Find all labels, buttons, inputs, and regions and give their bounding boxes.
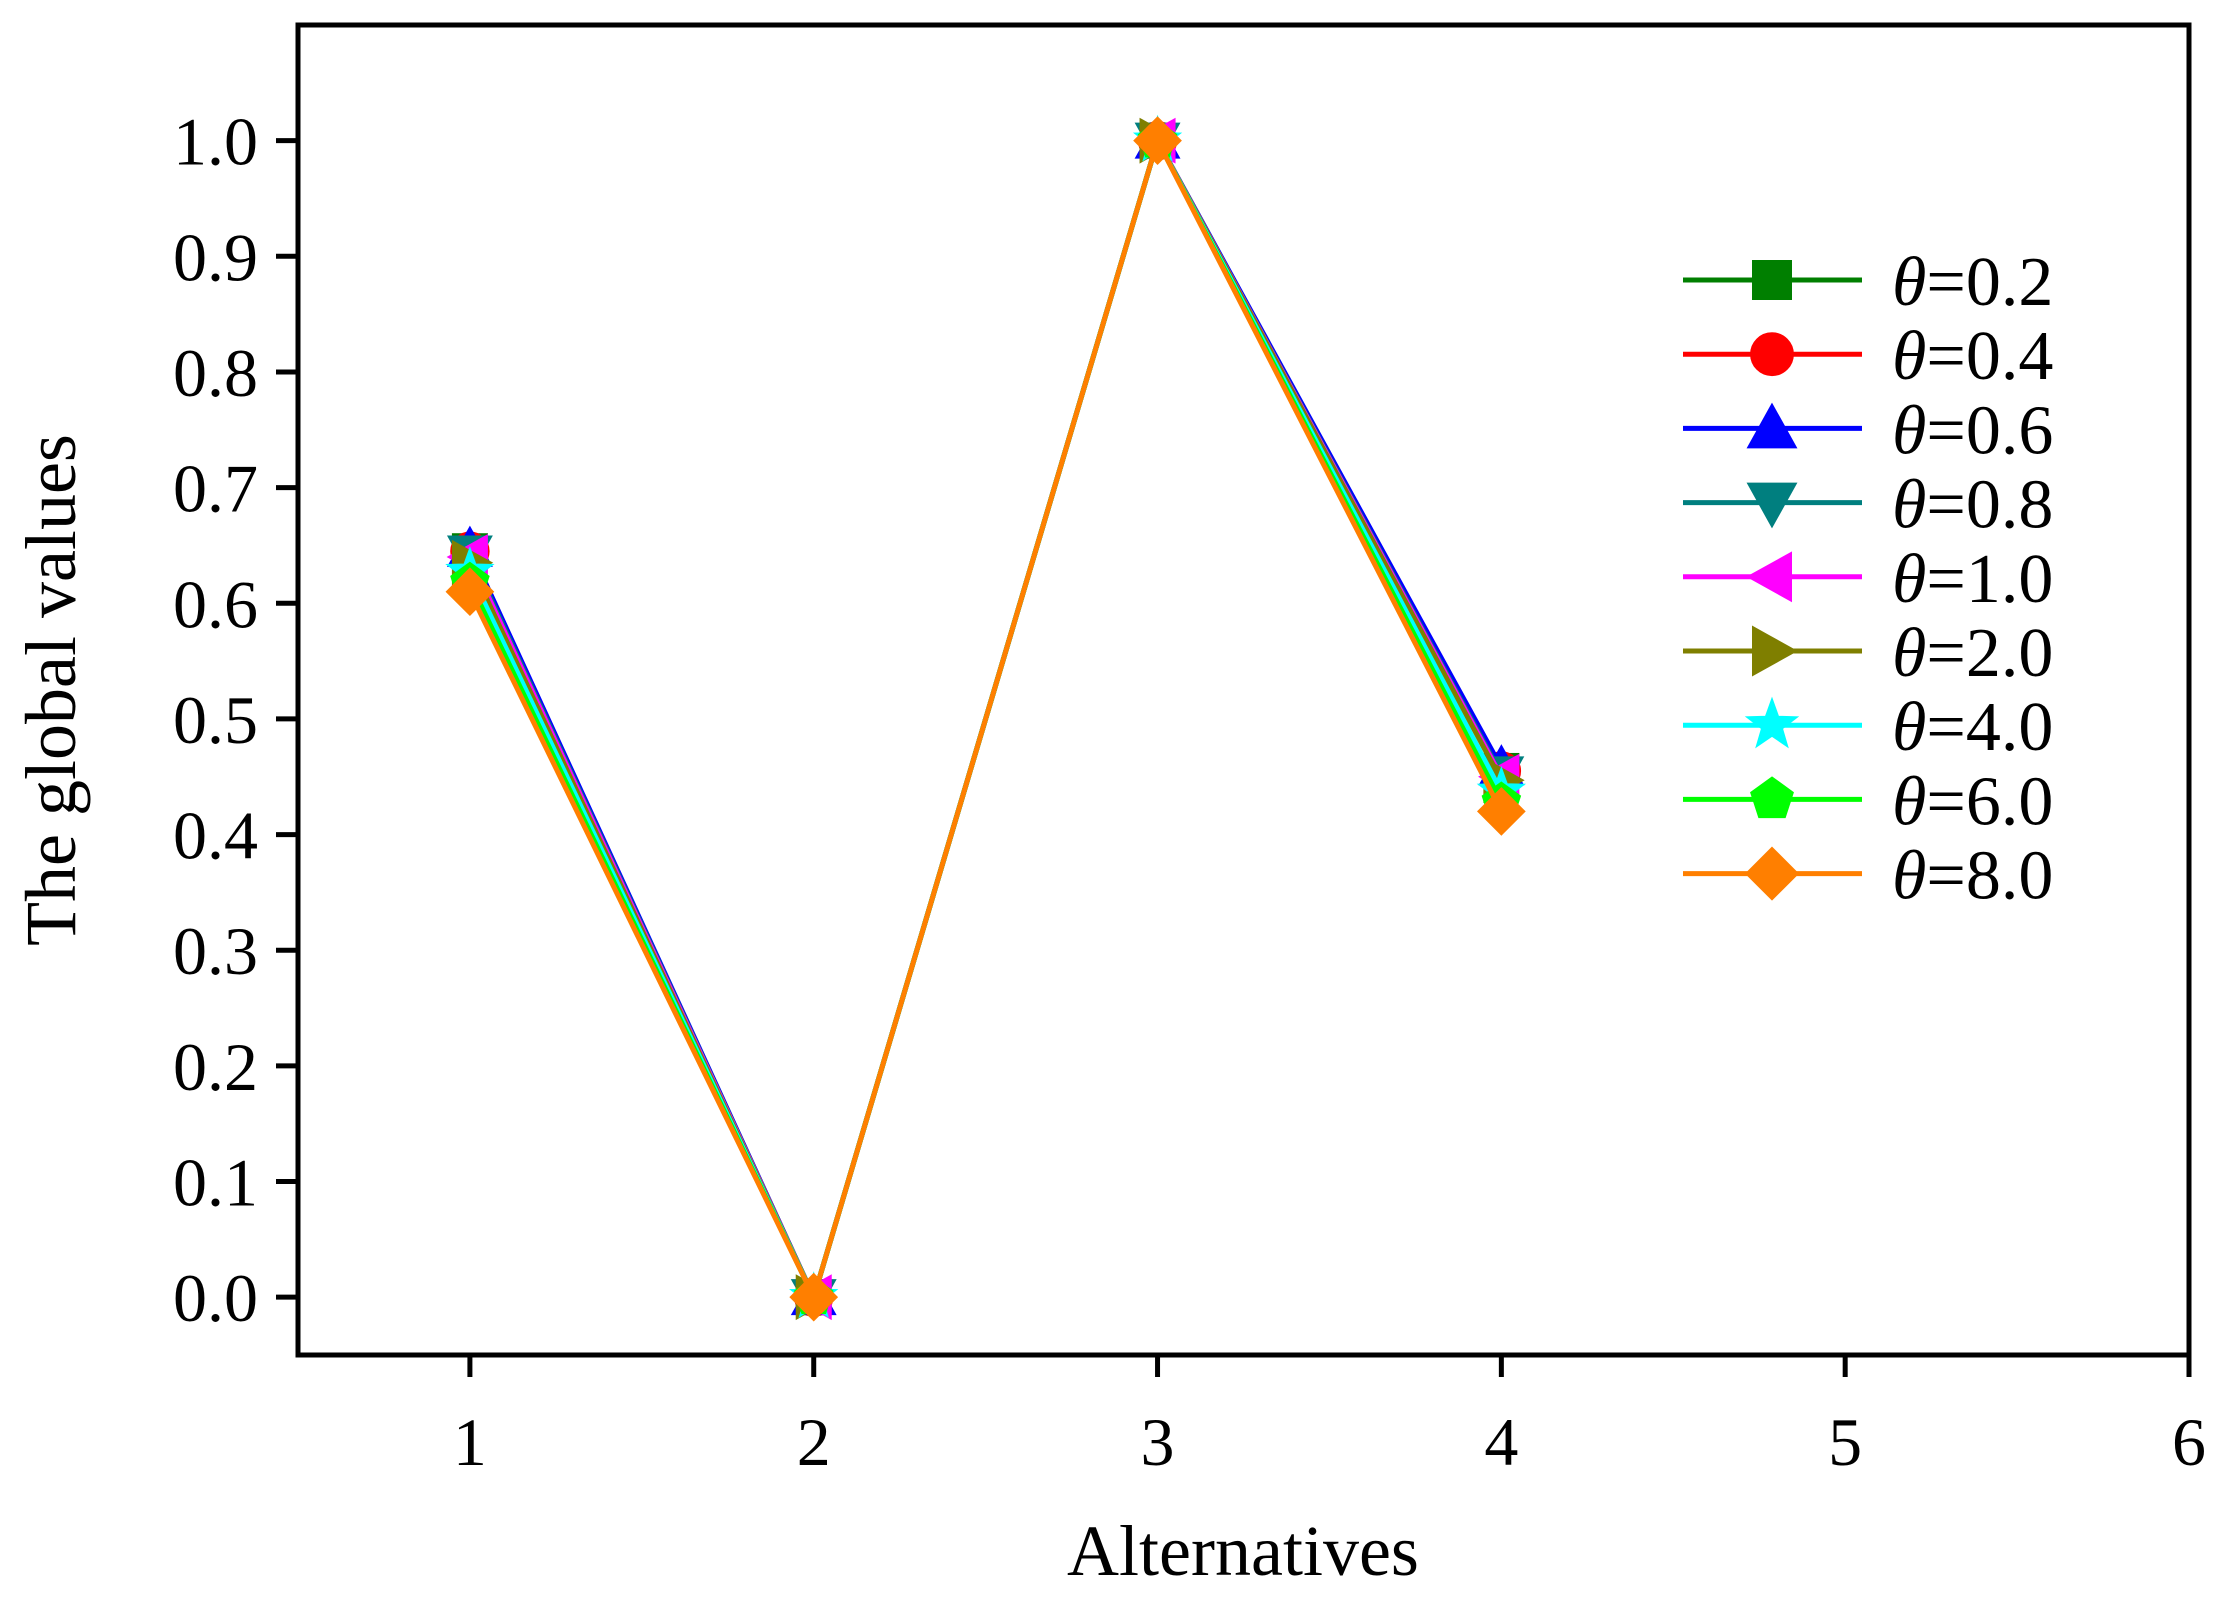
y-tick-label: 0.3	[173, 913, 258, 989]
legend: θ=0.2θ=0.4θ=0.6θ=0.8θ=1.0θ=2.0θ=4.0θ=6.0…	[1683, 244, 2053, 915]
y-tick-label: 0.8	[173, 335, 258, 411]
legend-item: θ=0.8	[1683, 467, 2053, 544]
x-tick-label: 1	[453, 1404, 487, 1480]
legend-theta-symbol: θ	[1892, 763, 1926, 840]
legend-item: θ=0.4	[1683, 318, 2053, 395]
legend-label: θ=0.6	[1892, 392, 2053, 469]
legend-theta-symbol: θ	[1892, 467, 1926, 544]
legend-swatch-marker	[1746, 551, 1792, 603]
axes-layer: 0.0 0.1 0.2 0.3 0.4 0.5 0.6 0.7 0.8 0.9 1.0 1 2 3 4 5 6	[173, 104, 2206, 1480]
data-point	[445, 567, 495, 617]
legend-item: θ=4.0	[1683, 689, 2053, 766]
x-axis-title: Alternatives	[1067, 1511, 1419, 1591]
series-8	[445, 116, 1526, 1322]
legend-value: =0.8	[1926, 467, 2053, 544]
legend-theta-symbol: θ	[1892, 318, 1926, 395]
legend-item: θ=6.0	[1683, 763, 2053, 840]
y-tick-label: 1.0	[173, 104, 258, 180]
legend-swatch-marker	[1750, 776, 1794, 819]
legend-label: θ=4.0	[1892, 689, 2053, 766]
plot-frame	[295, 22, 2192, 1358]
x-tick-label: 5	[1828, 1404, 1862, 1480]
legend-item: θ=1.0	[1683, 541, 2053, 618]
series-line	[467, 138, 1504, 1300]
y-tick-label: 0.4	[173, 798, 258, 874]
y-tick-label: 0.1	[173, 1145, 258, 1221]
legend-value: =4.0	[1926, 689, 2053, 766]
y-tick-label: 0.6	[173, 566, 258, 642]
x-tick-label: 2	[797, 1404, 831, 1480]
legend-swatch-marker	[1752, 260, 1792, 300]
legend-swatch-marker	[1746, 402, 1798, 449]
legend-value: =1.0	[1926, 541, 2053, 618]
y-axis-title: The global values	[11, 434, 91, 946]
data-point	[1133, 116, 1182, 166]
legend-label: θ=0.2	[1892, 244, 2053, 321]
legend-swatch-marker	[1746, 482, 1798, 529]
legend-swatch-marker	[1744, 696, 1800, 749]
series-layer	[445, 114, 1527, 1322]
legend-swatch-marker	[1750, 332, 1794, 377]
y-tick-label: 0.9	[173, 219, 258, 295]
legend-item: θ=0.6	[1683, 392, 2053, 469]
legend-label: θ=2.0	[1892, 615, 2053, 692]
legend-item: θ=0.2	[1683, 244, 2053, 321]
legend-value: =8.0	[1926, 838, 2053, 915]
legend-value: =0.2	[1926, 244, 2053, 321]
legend-label: θ=8.0	[1892, 838, 2053, 915]
legend-label: θ=0.8	[1892, 467, 2053, 544]
legend-theta-symbol: θ	[1892, 838, 1926, 915]
y-tick-label: 0.2	[173, 1029, 258, 1105]
legend-value: =6.0	[1926, 763, 2053, 840]
legend-value: =0.4	[1926, 318, 2053, 395]
legend-label: θ=1.0	[1892, 541, 2053, 618]
legend-label: θ=6.0	[1892, 763, 2053, 840]
legend-swatch-marker	[1752, 625, 1798, 677]
legend-theta-symbol: θ	[1892, 541, 1926, 618]
legend-theta-symbol: θ	[1892, 244, 1926, 321]
legend-theta-symbol: θ	[1892, 615, 1926, 692]
legend-theta-symbol: θ	[1892, 392, 1926, 469]
legend-value: =0.6	[1926, 392, 2053, 469]
legend-value: =2.0	[1926, 615, 2053, 692]
legend-swatch-marker	[1744, 846, 1800, 901]
y-tick-label: 0.5	[173, 682, 258, 758]
y-tick-label: 0.7	[173, 451, 258, 527]
data-point	[1476, 787, 1526, 836]
legend-item: θ=8.0	[1683, 838, 2053, 915]
x-tick-label: 6	[2172, 1404, 2206, 1480]
x-tick-label: 3	[1141, 1404, 1175, 1480]
data-point	[789, 1272, 839, 1322]
legend-theta-symbol: θ	[1892, 689, 1926, 766]
y-tick-label: 0.0	[173, 1260, 258, 1336]
legend-item: θ=2.0	[1683, 615, 2053, 692]
x-tick-label: 4	[1484, 1404, 1518, 1480]
legend-label: θ=0.4	[1892, 318, 2053, 395]
